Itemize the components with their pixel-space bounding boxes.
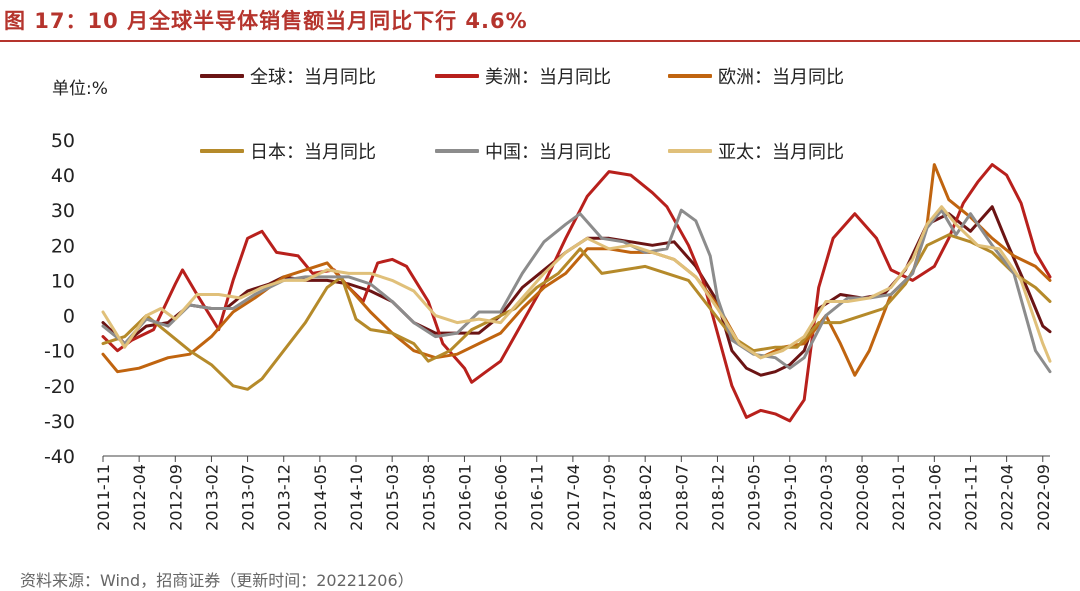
x-tick-label: 2021-06: [925, 464, 944, 531]
legend-item: 欧洲：当月同比: [668, 64, 844, 88]
legend-item: 日本：当月同比: [200, 139, 376, 163]
x-tick-label: 2020-08: [853, 464, 872, 531]
chart-title: 图 17：10 月全球半导体销售额当月同比下行 4.6%: [4, 9, 528, 33]
series-line-1: [101, 205, 1052, 377]
x-tick-label: 2015-08: [419, 464, 438, 531]
x-tick-label: 2014-10: [347, 464, 366, 531]
series-line-5: [101, 208, 1052, 374]
y-tick-label: 30: [51, 200, 75, 222]
x-tick-label: 2013-07: [239, 464, 258, 531]
x-tick-label: 2014-05: [311, 464, 330, 531]
y-tick-label: -20: [44, 376, 75, 398]
legend-item: 美洲：当月同比: [435, 64, 611, 88]
x-tick-label: 2016-11: [528, 464, 547, 531]
title-bar: 图 17：10 月全球半导体销售额当月同比下行 4.6%: [0, 0, 1080, 42]
y-tick-label: 20: [51, 235, 75, 257]
x-tick-label: 2022-04: [998, 464, 1017, 531]
legend-swatch: [200, 149, 244, 153]
y-unit-label: 单位:%: [52, 79, 108, 99]
x-tick-label: 2017-09: [600, 464, 619, 531]
legend-label: 美洲：当月同比: [485, 67, 611, 88]
x-tick-label: 2011-11: [94, 464, 113, 531]
legend-label: 亚太：当月同比: [718, 142, 844, 163]
legend-item: 亚太：当月同比: [668, 139, 844, 163]
x-tick-label: 2019-05: [745, 464, 764, 531]
x-tick-label: 2018-07: [672, 464, 691, 531]
y-tick-label: 40: [51, 165, 75, 187]
y-tick-label: 0: [63, 306, 75, 328]
legend-label: 日本：当月同比: [250, 142, 376, 163]
x-tick-label: 2012-09: [166, 464, 185, 531]
y-tick-label: 50: [51, 130, 75, 152]
legend-swatch: [435, 149, 479, 153]
y-tick-label: -30: [44, 411, 75, 433]
x-tick-label: 2012-04: [130, 464, 149, 531]
x-tick-label: 2015-03: [383, 464, 402, 531]
series-line-4: [101, 233, 1052, 391]
x-tick-label: 2019-10: [781, 464, 800, 531]
x-tick-label: 2013-02: [202, 464, 221, 531]
legend-swatch: [668, 74, 712, 78]
x-tick-label: 2021-11: [961, 464, 980, 531]
legend-label: 欧洲：当月同比: [718, 67, 844, 88]
x-tick-label: 2018-12: [708, 464, 727, 531]
x-tick-label: 2021-01: [889, 464, 908, 531]
legend-item: 中国：当月同比: [435, 139, 611, 163]
y-tick-label: 10: [51, 270, 75, 292]
legend-swatch: [668, 149, 712, 153]
legend-swatch: [435, 74, 479, 78]
y-tick-label: -40: [44, 446, 75, 468]
x-tick-label: 2018-02: [636, 464, 655, 531]
legend-swatch: [200, 74, 244, 78]
y-tick-label: -10: [44, 341, 75, 363]
x-tick-label: 2016-01: [455, 464, 474, 531]
series-line-6: [101, 205, 1052, 363]
x-tick-label: 2020-03: [817, 464, 836, 531]
x-tick-label: 2022-09: [1034, 464, 1053, 531]
legend-label: 中国：当月同比: [485, 142, 611, 163]
x-tick-label: 2016-06: [492, 464, 511, 531]
x-tick-label: 2013-12: [275, 464, 294, 531]
source-note: 资料来源：Wind，招商证券（更新时间：20221206）: [20, 571, 414, 590]
series-line-3: [101, 163, 1052, 377]
legend-label: 全球：当月同比: [250, 67, 376, 88]
legend-item: 全球：当月同比: [200, 64, 376, 88]
x-tick-label: 2017-04: [564, 464, 583, 531]
